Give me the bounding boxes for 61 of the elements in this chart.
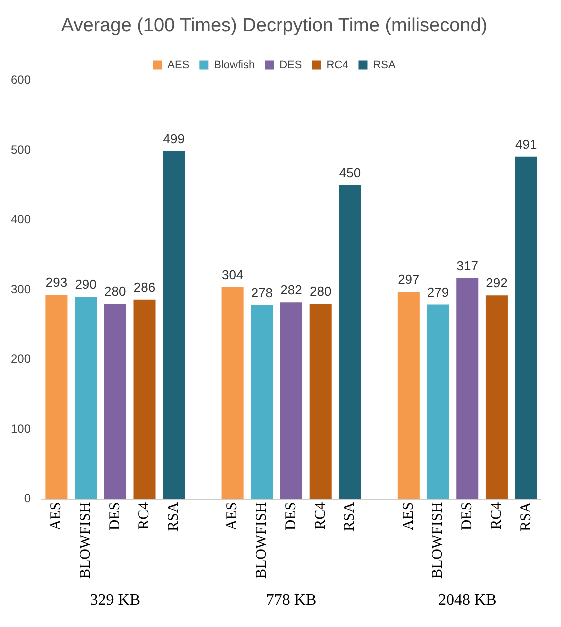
bar [515, 156, 538, 500]
bar [310, 304, 332, 500]
text: 778 KB [266, 592, 317, 609]
bar [456, 278, 479, 500]
data-label: 280 [104, 284, 126, 300]
y-tick-label: 500 [10, 142, 32, 157]
bar [134, 300, 156, 500]
x-tick-label: DES [107, 502, 124, 531]
x-tick-label: AES [48, 502, 65, 531]
data-label: 282 [280, 282, 302, 298]
data-label: 317 [456, 258, 478, 274]
legend-label: RC4 [326, 59, 349, 72]
y-tick-label: 400 [10, 212, 32, 227]
data-label: 293 [46, 275, 68, 290]
y-tick-label: 200 [10, 352, 32, 366]
bar [251, 305, 274, 500]
x-tick-label: RSA [518, 502, 534, 532]
bar [46, 294, 68, 500]
x-tick-label: DES [460, 502, 476, 531]
data-label: 297 [398, 272, 420, 288]
data-label: 286 [134, 280, 156, 295]
legend-label: Blowfish [214, 59, 256, 72]
x-tick-label: BLOWFISH [430, 502, 446, 579]
data-label: 491 [515, 136, 538, 152]
bar [163, 151, 186, 500]
data-label: 280 [310, 284, 332, 300]
chart-title: Average (100 Times) Decrpytion Time (milisecond) [61, 16, 488, 37]
x-tick-label: BLOWFISH [78, 502, 94, 579]
data-label: 499 [163, 131, 185, 146]
data-label: 450 [339, 166, 362, 181]
text: 329 KB [90, 592, 141, 609]
bar [75, 297, 98, 500]
bar [104, 304, 126, 500]
bar [339, 185, 362, 500]
bar [427, 304, 450, 500]
y-tick-label: 100 [10, 422, 32, 436]
x-tick-label: RC4 [312, 502, 329, 530]
text: 2048 KB [438, 592, 497, 609]
x-tick-label: RSA [342, 502, 358, 532]
x-tick-label: AES [400, 502, 417, 531]
legend-label: RSA [373, 59, 397, 72]
bar [486, 296, 508, 500]
data-label: 292 [486, 276, 508, 291]
bar [280, 302, 303, 500]
x-tick-label: RC4 [488, 502, 505, 530]
data-label: 304 [222, 267, 244, 282]
bar [222, 287, 244, 500]
legend-label: AES [168, 59, 190, 72]
x-tick-label: DES [283, 502, 300, 531]
y-tick-label: 300 [10, 282, 32, 296]
x-tick-label: RSA [166, 502, 182, 532]
data-label: 290 [75, 277, 97, 292]
y-tick-label: 600 [10, 73, 32, 88]
y-tick-label: 0 [24, 492, 32, 506]
data-label: 278 [251, 285, 274, 300]
data-label: 279 [427, 284, 450, 300]
legend-label: DES [280, 59, 302, 72]
x-tick-label: RC4 [136, 502, 153, 530]
bar [398, 292, 420, 500]
x-tick-label: AES [224, 502, 241, 531]
x-tick-label: BLOWFISH [254, 502, 270, 579]
